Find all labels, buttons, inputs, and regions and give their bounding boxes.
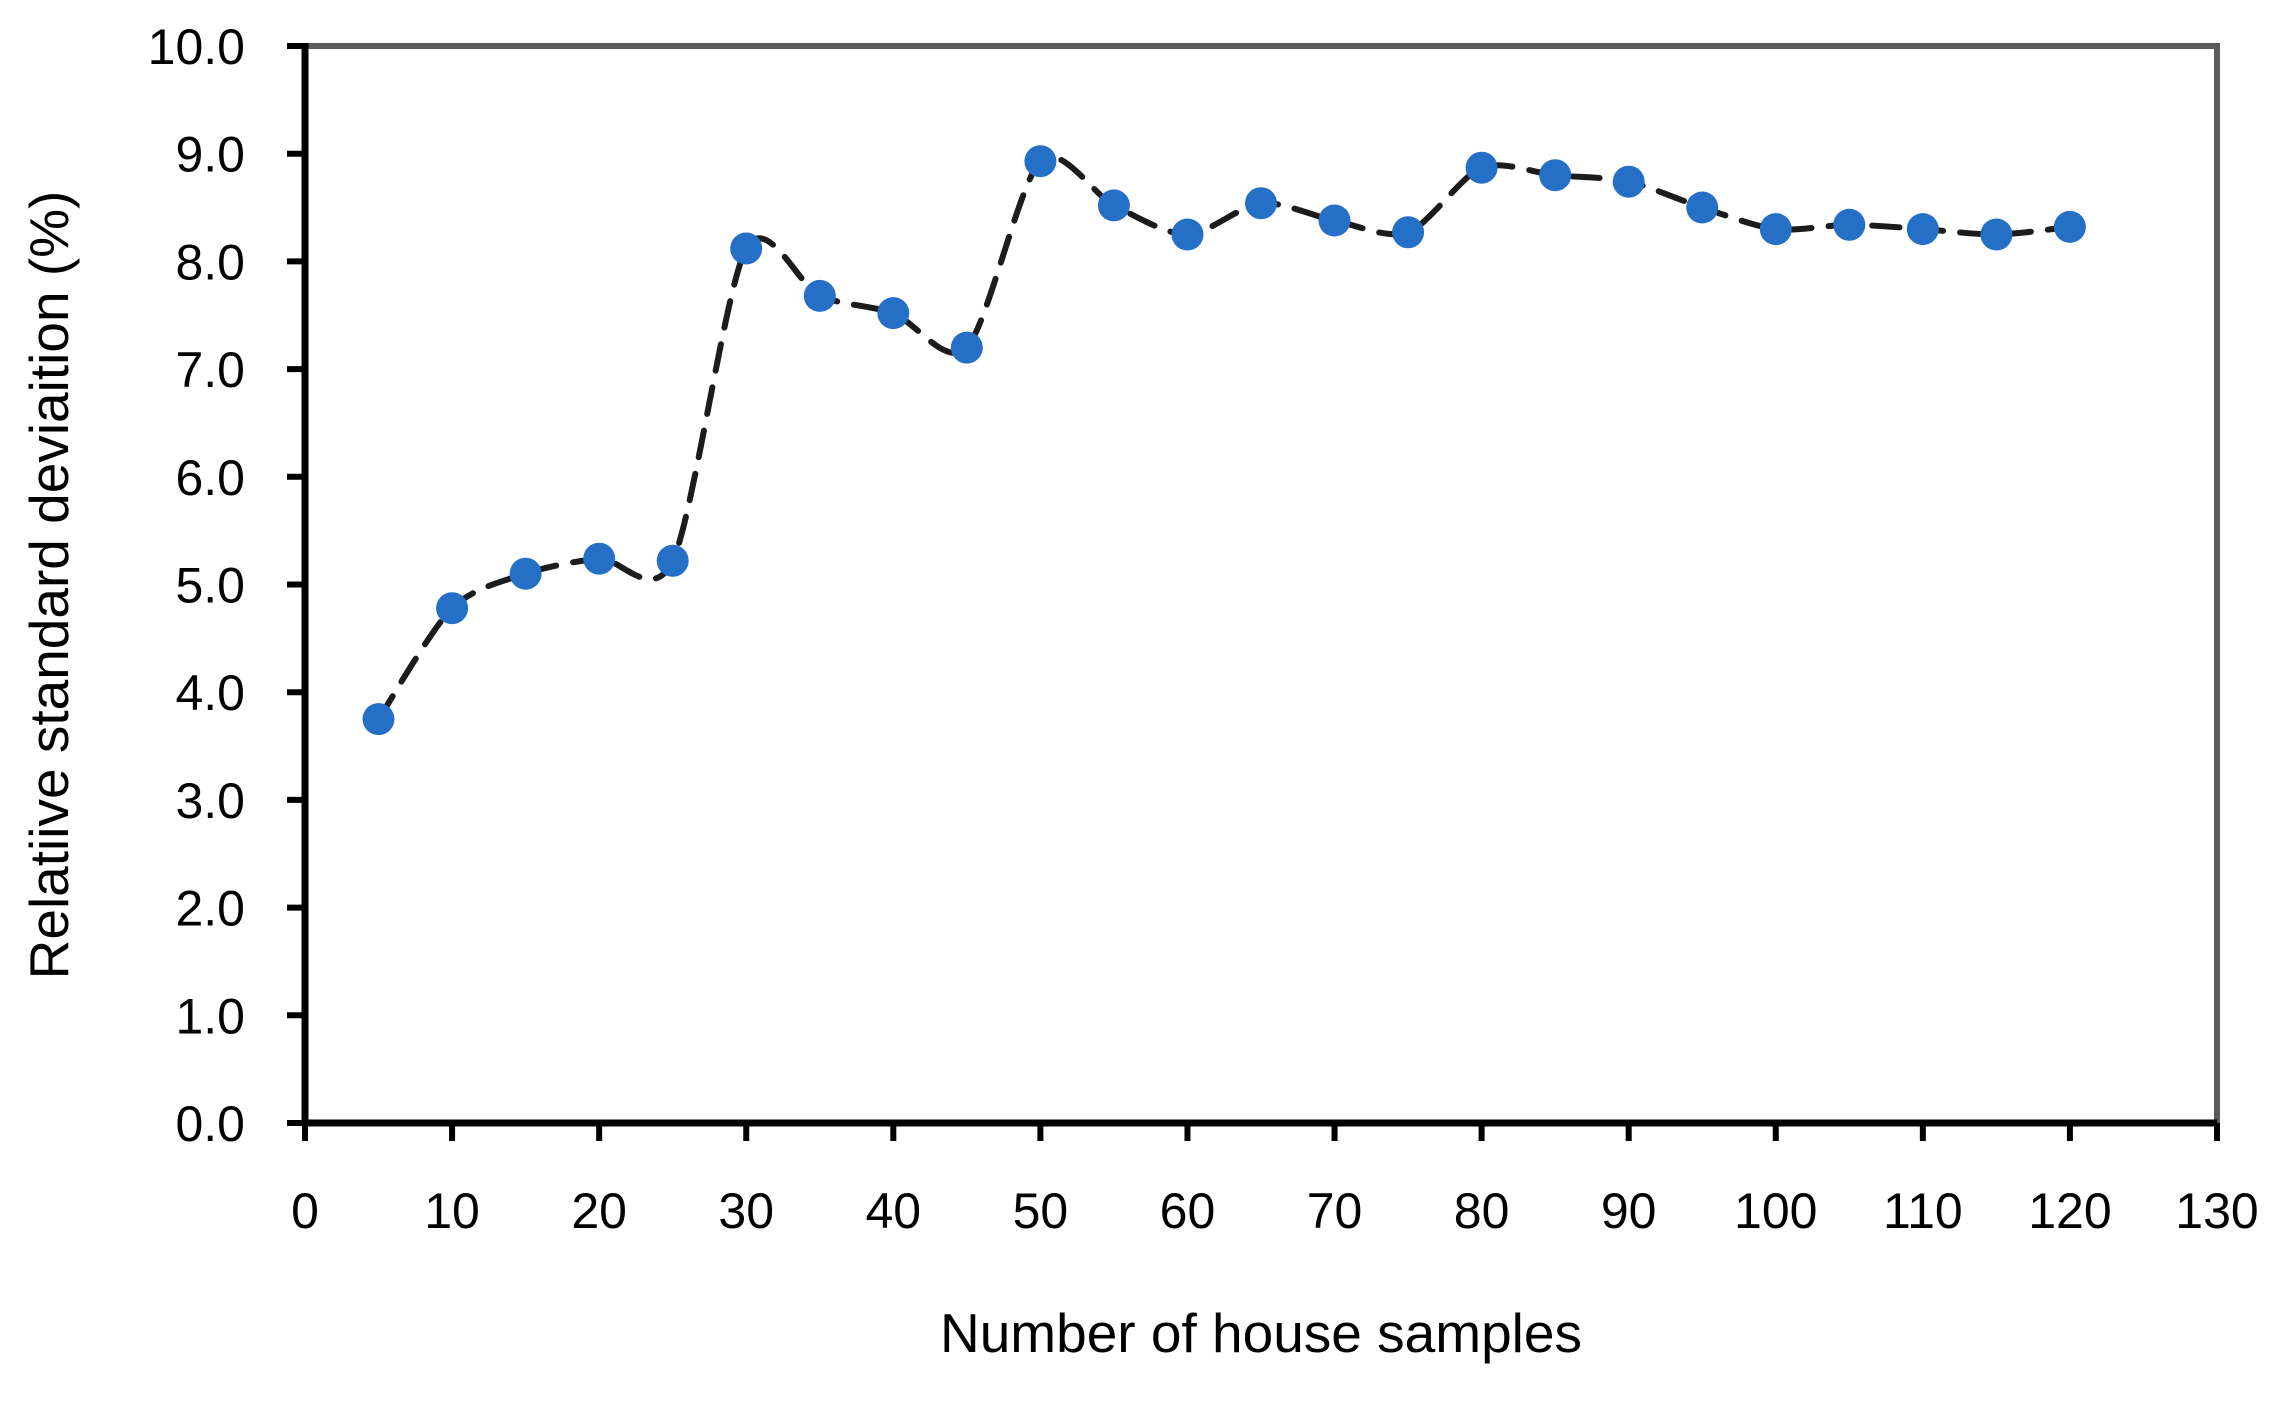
- x-tick-label: 130: [2175, 1183, 2258, 1239]
- data-point: [877, 297, 910, 330]
- y-tick-label: 0.0: [175, 1096, 245, 1152]
- x-tick-label: 110: [1883, 1183, 1963, 1239]
- data-point: [509, 557, 542, 590]
- data-point: [436, 592, 469, 625]
- x-tick-label: 90: [1601, 1183, 1657, 1239]
- series-dashed-line: [375, 153, 2073, 723]
- y-axis-tick-labels: 0.0 1.0 2.0 3.0 4.0 5.0 6.0 7.0 8.0 9.0 10.0: [148, 19, 245, 1152]
- x-axis-tick-labels: 0 10 20 30 40 50 60 70 80 90 100 110 120 130: [291, 1183, 2259, 1239]
- data-point: [2053, 210, 2086, 243]
- x-tick-label: 30: [718, 1183, 774, 1239]
- x-tick-label: 50: [1013, 1183, 1069, 1239]
- x-tick-label: 0: [291, 1183, 319, 1239]
- data-point: [1245, 187, 1277, 220]
- data-point: [1318, 204, 1351, 237]
- data-point: [1906, 213, 1939, 246]
- x-tick-label: 80: [1454, 1183, 1510, 1239]
- data-point: [730, 232, 763, 265]
- x-axis-ticks: [302, 1123, 2220, 1141]
- data-point: [1171, 218, 1204, 251]
- data-point: [1686, 191, 1719, 224]
- data-point: [950, 331, 983, 364]
- plot-border: [305, 43, 2220, 1123]
- y-tick-label: 10.0: [148, 19, 245, 75]
- x-tick-label: 10: [424, 1183, 480, 1239]
- y-tick-label: 3.0: [175, 773, 245, 829]
- x-tick-label: 40: [865, 1183, 921, 1239]
- x-tick-label: 100: [1734, 1183, 1817, 1239]
- y-axis-title: Relatiive standard deviaition (%): [18, 191, 80, 980]
- data-point: [1024, 145, 1057, 178]
- data-point: [1097, 189, 1130, 222]
- data-point: [656, 544, 689, 577]
- x-tick-label: 60: [1160, 1183, 1216, 1239]
- y-tick-label: 7.0: [175, 342, 245, 398]
- y-tick-label: 2.0: [175, 881, 245, 937]
- y-tick-label: 9.0: [175, 127, 245, 183]
- data-point: [1980, 218, 2013, 251]
- data-point: [803, 279, 836, 312]
- data-point: [1759, 213, 1792, 246]
- data-point: [1612, 165, 1645, 198]
- x-tick-label: 70: [1307, 1183, 1363, 1239]
- x-tick-label: 120: [2028, 1183, 2111, 1239]
- y-tick-label: 4.0: [175, 665, 245, 721]
- data-point: [1392, 216, 1425, 249]
- y-tick-label: 6.0: [175, 450, 245, 506]
- y-tick-label: 5.0: [175, 558, 245, 614]
- series-points: [362, 145, 2086, 736]
- data-point: [362, 703, 395, 736]
- data-point: [583, 542, 616, 575]
- x-axis-title: Number of house samples: [940, 1302, 1582, 1364]
- data-point: [1465, 151, 1498, 184]
- y-tick-label: 8.0: [175, 234, 245, 290]
- y-tick-label: 1.0: [175, 988, 245, 1044]
- y-axis-ticks: [287, 43, 305, 1126]
- data-point: [1539, 159, 1572, 192]
- x-tick-label: 20: [571, 1183, 627, 1239]
- data-point: [1833, 208, 1866, 241]
